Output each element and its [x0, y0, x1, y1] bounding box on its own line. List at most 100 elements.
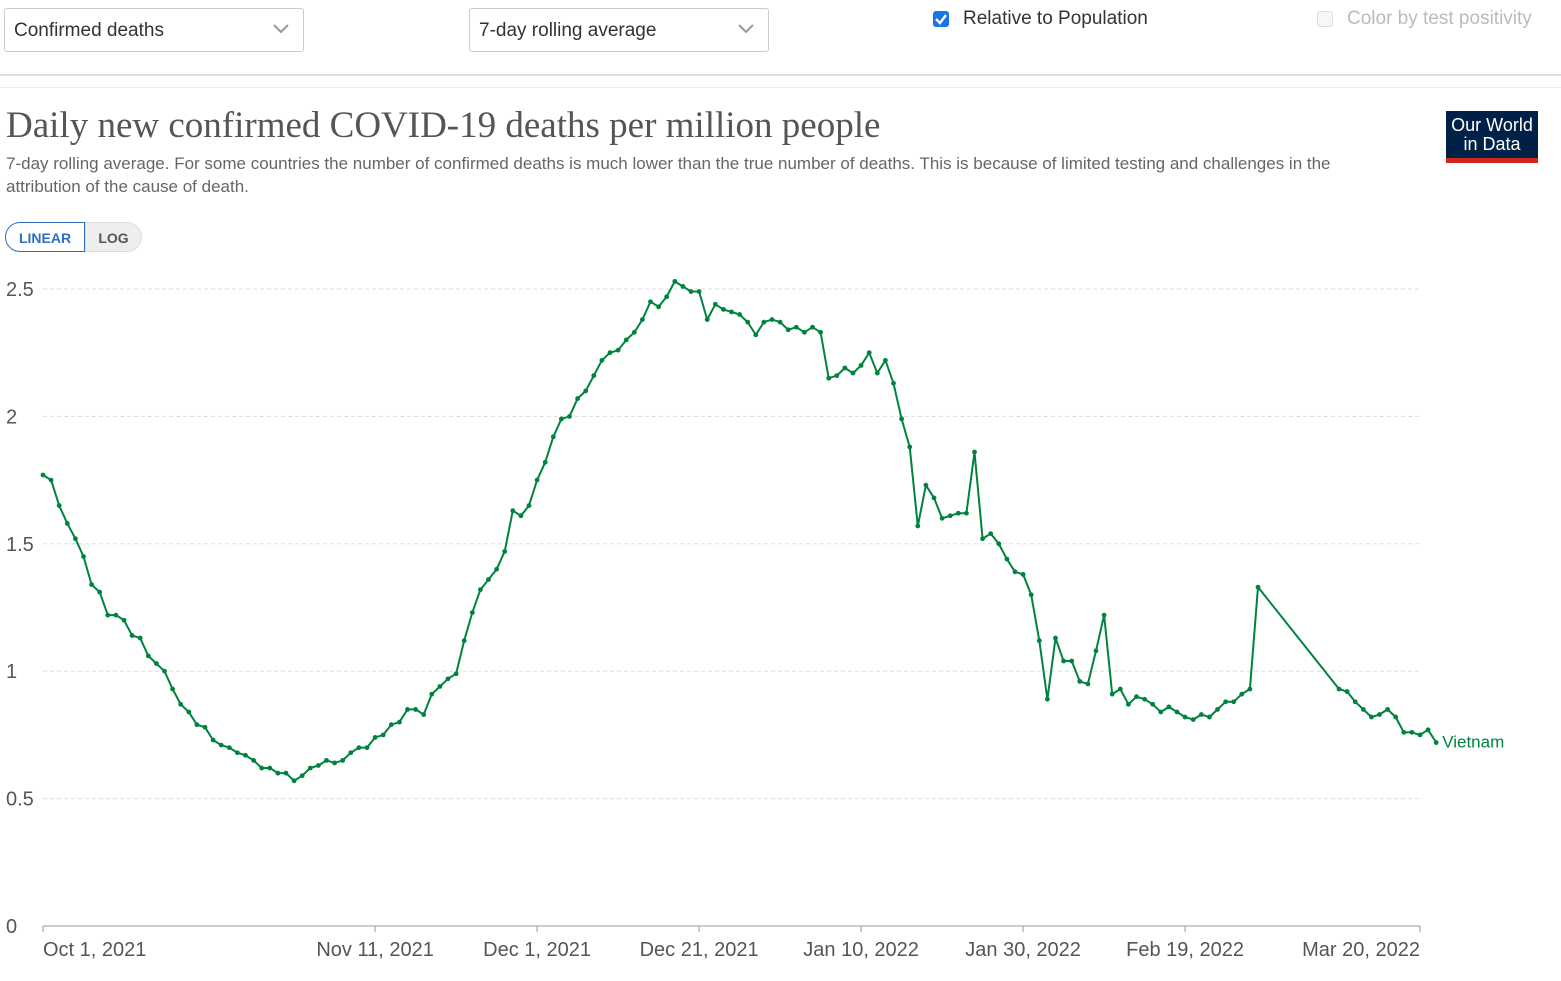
data-point [1352, 699, 1358, 705]
data-point [615, 347, 621, 353]
data-point [162, 668, 167, 674]
data-point [218, 742, 224, 748]
metric-select[interactable]: Confirmed deaths [4, 8, 304, 52]
data-point [688, 289, 694, 294]
data-point [664, 294, 670, 300]
chevron-down-icon [273, 24, 289, 34]
data-point [486, 577, 491, 582]
data-point [623, 337, 629, 343]
log-scale-button[interactable]: LOG [85, 222, 142, 252]
data-point [745, 319, 751, 325]
color-by-test-positivity-label: Color by test positivity [1347, 8, 1532, 29]
data-point [818, 329, 823, 335]
data-point [170, 686, 176, 692]
color-by-test-positivity-checkbox[interactable]: Color by test positivity [1317, 8, 1532, 30]
data-point [413, 707, 418, 712]
y-tick-label: 0 [6, 916, 17, 938]
data-point [777, 319, 783, 325]
x-tick-label: Dec 21, 2021 [640, 939, 759, 961]
data-point [518, 513, 524, 519]
logo-line-1: Our World [1451, 115, 1533, 135]
data-point [1004, 556, 1010, 562]
data-point [97, 589, 103, 595]
chevron-down-icon [738, 24, 754, 34]
data-point [640, 317, 645, 322]
data-point [1409, 729, 1415, 735]
data-point [1077, 678, 1083, 684]
data-point [194, 722, 200, 728]
data-point [1369, 714, 1374, 720]
data-point [405, 707, 410, 712]
x-tick-label: Feb 19, 2022 [1126, 939, 1244, 961]
data-point [1231, 699, 1237, 705]
data-point [1255, 584, 1261, 590]
data-point [73, 536, 78, 542]
data-point [567, 414, 572, 419]
data-point [907, 444, 913, 450]
data-point [729, 309, 734, 315]
data-point [235, 750, 240, 756]
data-point [275, 770, 281, 776]
data-point [672, 278, 678, 284]
data-point [478, 587, 483, 593]
x-tick-label: Nov 11, 2021 [316, 939, 434, 961]
y-tick-label: 2 [6, 406, 17, 428]
data-point [1417, 732, 1423, 738]
data-point [1036, 638, 1042, 644]
data-point [388, 722, 394, 728]
data-point [1190, 717, 1196, 723]
interval-select[interactable]: 7-day rolling average [469, 8, 769, 52]
data-point [145, 653, 151, 659]
data-point [802, 329, 807, 335]
data-point [1020, 571, 1026, 577]
data-point [648, 299, 653, 305]
data-point [105, 612, 111, 618]
data-point [137, 635, 143, 641]
data-point [850, 370, 856, 376]
data-point [121, 617, 127, 623]
data-point [251, 757, 256, 763]
data-point [307, 765, 313, 771]
data-point [656, 304, 661, 310]
data-point [1093, 648, 1099, 654]
metric-select-value: Confirmed deaths [14, 20, 164, 41]
data-point [1045, 696, 1050, 702]
data-point [494, 566, 499, 572]
data-point [964, 510, 969, 516]
scale-toggle: LINEAR LOG [5, 222, 142, 252]
data-point [931, 495, 937, 501]
data-point [761, 319, 767, 325]
relative-to-population-checkbox[interactable]: Relative to Population [933, 8, 1148, 30]
data-point [283, 770, 289, 776]
data-point [1207, 714, 1212, 720]
data-point [785, 327, 791, 333]
data-point [1012, 569, 1018, 575]
data-point [364, 745, 370, 751]
data-point [243, 752, 248, 758]
data-point [1344, 689, 1350, 694]
data-point [1433, 740, 1439, 745]
data-point [372, 735, 378, 740]
data-point [583, 388, 589, 394]
data-point [421, 712, 427, 717]
data-point [1377, 712, 1382, 717]
data-point [899, 416, 904, 422]
data-point [607, 350, 613, 356]
data-point [1150, 701, 1156, 707]
data-point [696, 289, 702, 294]
data-point [534, 477, 540, 483]
data-point [810, 324, 815, 330]
owid-logo[interactable]: Our World in Data [1446, 111, 1538, 163]
data-point [858, 363, 864, 368]
data-point [56, 503, 62, 508]
data-point [591, 373, 597, 379]
y-tick-label: 1.5 [6, 534, 34, 556]
data-point [1166, 704, 1172, 710]
y-tick-label: 1 [6, 661, 17, 683]
data-point [316, 763, 321, 768]
data-point [721, 306, 726, 312]
linear-scale-button[interactable]: LINEAR [5, 222, 85, 252]
data-point [1360, 707, 1366, 712]
data-point [1198, 712, 1204, 717]
data-point [380, 732, 386, 738]
